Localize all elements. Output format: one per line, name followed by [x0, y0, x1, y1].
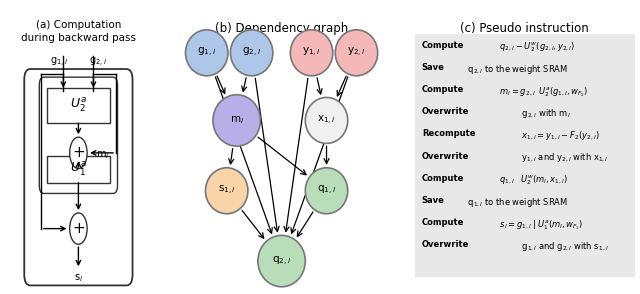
- Text: g$_{2,l}$: g$_{2,l}$: [242, 46, 261, 59]
- Text: $x_{1,l} = y_{1,l} - F_2(y_{2,l})$: $x_{1,l} = y_{1,l} - F_2(y_{2,l})$: [518, 129, 599, 142]
- Text: Recompute: Recompute: [422, 129, 476, 138]
- Text: s$_{1,l}$: s$_{1,l}$: [218, 184, 236, 197]
- Circle shape: [213, 95, 260, 146]
- Text: Save: Save: [422, 63, 445, 72]
- Text: (b) Dependency graph: (b) Dependency graph: [215, 22, 348, 35]
- Circle shape: [70, 137, 87, 168]
- Circle shape: [70, 213, 87, 244]
- Text: Compute: Compute: [422, 174, 464, 183]
- Text: g$_{1,l}$: g$_{1,l}$: [50, 56, 68, 69]
- Text: m$_l$: m$_l$: [230, 115, 244, 126]
- Circle shape: [230, 30, 273, 76]
- Text: $U_2^a$: $U_2^a$: [70, 97, 87, 114]
- Text: Compute: Compute: [422, 41, 464, 50]
- Text: x$_{1,l}$: x$_{1,l}$: [317, 114, 336, 127]
- Text: y$_{1,l}$ and y$_{2,l}$ with x$_{1,l}$: y$_{1,l}$ and y$_{2,l}$ with x$_{1,l}$: [518, 151, 608, 164]
- Circle shape: [205, 168, 248, 214]
- Text: Overwrite: Overwrite: [422, 107, 469, 116]
- Text: $q_{1,l} \;\;\; U_2^w(m_l, x_{1,l})$: $q_{1,l} \;\;\; U_2^w(m_l, x_{1,l})$: [497, 174, 568, 187]
- Text: $m_l = g_{2,l} \;\; U_2^a(g_{1,l}, w_{F_2})$: $m_l = g_{2,l} \;\; U_2^a(g_{1,l}, w_{F_…: [497, 85, 588, 98]
- Text: Save: Save: [422, 196, 445, 205]
- Text: q$_{1,l}$: q$_{1,l}$: [317, 184, 336, 197]
- Text: +: +: [72, 221, 84, 236]
- Text: (c) Pseudo instruction: (c) Pseudo instruction: [460, 22, 589, 35]
- Text: Compute: Compute: [422, 85, 464, 94]
- Circle shape: [291, 30, 333, 76]
- Circle shape: [305, 97, 348, 143]
- Text: q$_{2,l}$ to the weight SRAM: q$_{2,l}$ to the weight SRAM: [465, 63, 568, 76]
- FancyBboxPatch shape: [24, 69, 132, 285]
- FancyBboxPatch shape: [39, 77, 118, 193]
- Text: y$_{1,l}$: y$_{1,l}$: [302, 46, 321, 59]
- Text: Compute: Compute: [422, 218, 464, 227]
- Circle shape: [335, 30, 378, 76]
- Text: $U_1^a$: $U_1^a$: [70, 160, 87, 178]
- Text: m$_l$: m$_l$: [97, 150, 110, 161]
- Text: $s_l = g_{1,l} \;|\; U_1^a(m_l, w_{F_1})$: $s_l = g_{1,l} \;|\; U_1^a(m_l, w_{F_1})…: [497, 218, 584, 232]
- Text: $q_{2,l} - U_2^w(g_{2,l}, y_{2,l})$: $q_{2,l} - U_2^w(g_{2,l}, y_{2,l})$: [497, 41, 575, 54]
- Circle shape: [186, 30, 228, 76]
- Text: q$_{2,l}$: q$_{2,l}$: [272, 255, 291, 268]
- FancyBboxPatch shape: [47, 156, 110, 183]
- Text: g$_{1,l}$: g$_{1,l}$: [197, 46, 216, 59]
- Text: Overwrite: Overwrite: [422, 151, 469, 161]
- Text: g$_{1,l}$ and g$_{2,l}$ with s$_{1,l}$: g$_{1,l}$ and g$_{2,l}$ with s$_{1,l}$: [518, 240, 608, 253]
- FancyBboxPatch shape: [47, 88, 110, 123]
- Text: g$_{2,l}$: g$_{2,l}$: [89, 56, 107, 69]
- Circle shape: [258, 235, 305, 287]
- Text: +: +: [72, 145, 84, 161]
- Text: Overwrite: Overwrite: [422, 240, 469, 249]
- Text: y$_{2,l}$: y$_{2,l}$: [347, 46, 366, 59]
- Text: g$_{2,l}$ with m$_l$: g$_{2,l}$ with m$_l$: [518, 107, 570, 120]
- Text: q$_{1,l}$ to the weight SRAM: q$_{1,l}$ to the weight SRAM: [465, 196, 568, 209]
- Text: (a) Computation
during backward pass: (a) Computation during backward pass: [21, 20, 136, 43]
- Circle shape: [305, 168, 348, 214]
- FancyBboxPatch shape: [415, 34, 634, 277]
- Text: s$_l$: s$_l$: [74, 272, 83, 284]
